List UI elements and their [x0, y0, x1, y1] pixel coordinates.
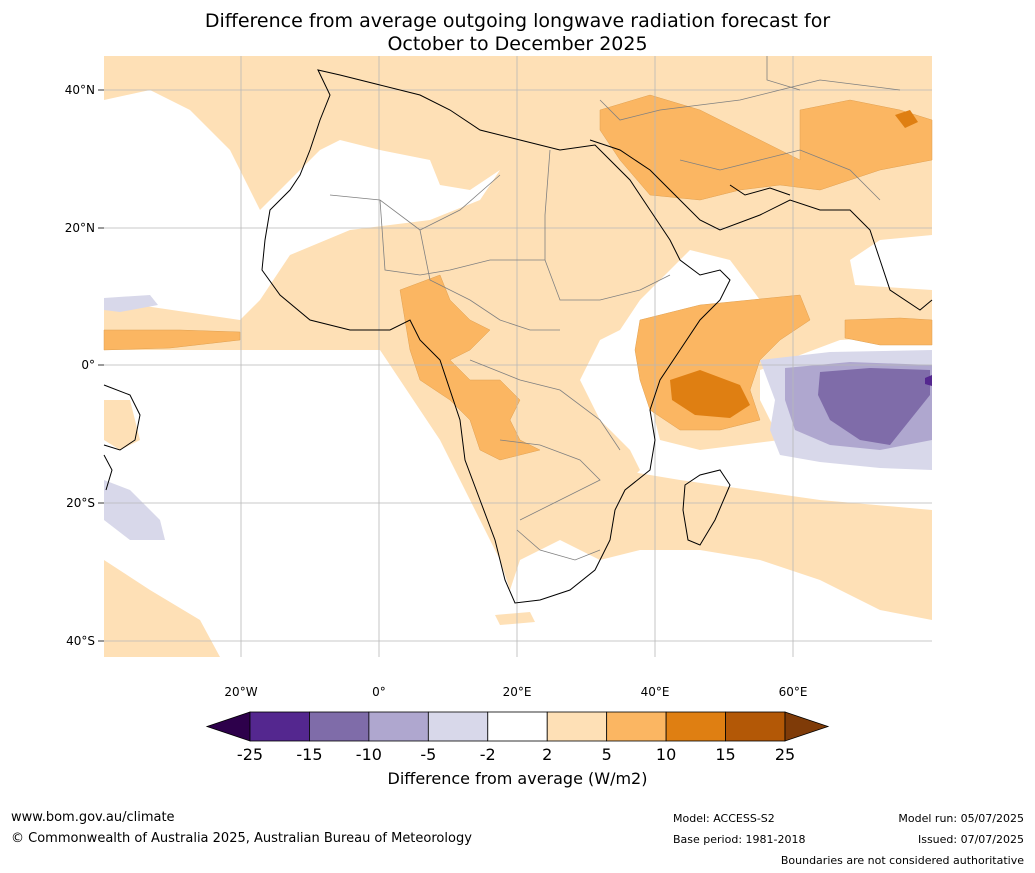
colorbar-under-arrow [205, 711, 251, 742]
lon-label-0: 0° [372, 685, 386, 699]
colorbar-tick-label: 25 [774, 745, 796, 764]
colorbar-over-arrow [784, 711, 830, 742]
colorbar-title: Difference from average (W/m2) [387, 769, 648, 788]
boundary-disclaimer: Boundaries are not considered authoritat… [780, 854, 1024, 867]
colorbar-tick-label: -2 [479, 745, 496, 764]
colorbar-tick-label: -15 [296, 745, 323, 764]
colorbar-swatch [665, 711, 726, 742]
colorbar-tick-label: 5 [601, 745, 612, 764]
anomaly-5-to-10 [103, 94, 933, 461]
colorbar-tick-label: 2 [542, 745, 553, 764]
lat-label-40s: 40°S [66, 634, 95, 648]
model-name: Model: ACCESS-S2 [673, 812, 775, 825]
colorbar [205, 711, 830, 742]
colorbar-swatch [546, 711, 608, 742]
lon-label-20w: 20°W [224, 685, 258, 699]
coastlines [103, 69, 933, 604]
lon-label-60e: 60°E [778, 685, 808, 699]
anomaly-10-to-15 [670, 110, 918, 418]
colorbar-tick-label: -10 [355, 745, 382, 764]
colorbar-swatch [309, 711, 370, 742]
issued-date: Issued: 07/07/2025 [917, 833, 1024, 846]
lon-label-40e: 40°E [640, 685, 670, 699]
map-title: Difference from average outgoing longwav… [0, 10, 1035, 56]
colorbar-tick-label: -25 [236, 745, 264, 764]
graticule [104, 56, 932, 657]
colorbar-swatch [725, 711, 786, 742]
colorbar-swatch [368, 711, 429, 742]
model-run-date: Model run: 05/07/2025 [898, 812, 1024, 825]
lat-label-20s: 20°S [66, 496, 95, 510]
country-borders [329, 56, 901, 561]
base-period: Base period: 1981-2018 [673, 833, 806, 846]
title-line-1: Difference from average outgoing longwav… [204, 10, 831, 32]
colorbar-tick-label: 10 [655, 745, 677, 764]
colorbar-tick-label: -5 [420, 745, 437, 764]
title-line-2: October to December 2025 [387, 33, 648, 55]
copyright-text: © Commonwealth of Australia 2025, Austra… [11, 831, 472, 846]
colorbar-tick-label: 15 [715, 745, 736, 764]
colorbar-swatch [606, 711, 667, 742]
lat-label-40n: 40°N [64, 83, 95, 97]
lat-label-0: 0° [81, 358, 95, 372]
colorbar-swatch [427, 711, 489, 742]
colorbar-swatch [249, 711, 310, 742]
lon-label-20e: 20°E [502, 685, 532, 699]
colorbar-swatch [487, 711, 548, 742]
lat-label-20n: 20°N [64, 221, 95, 235]
anomaly-negative [104, 295, 932, 540]
axis-ticks [98, 89, 104, 642]
website-link[interactable]: www.bom.gov.au/climate [11, 810, 175, 825]
